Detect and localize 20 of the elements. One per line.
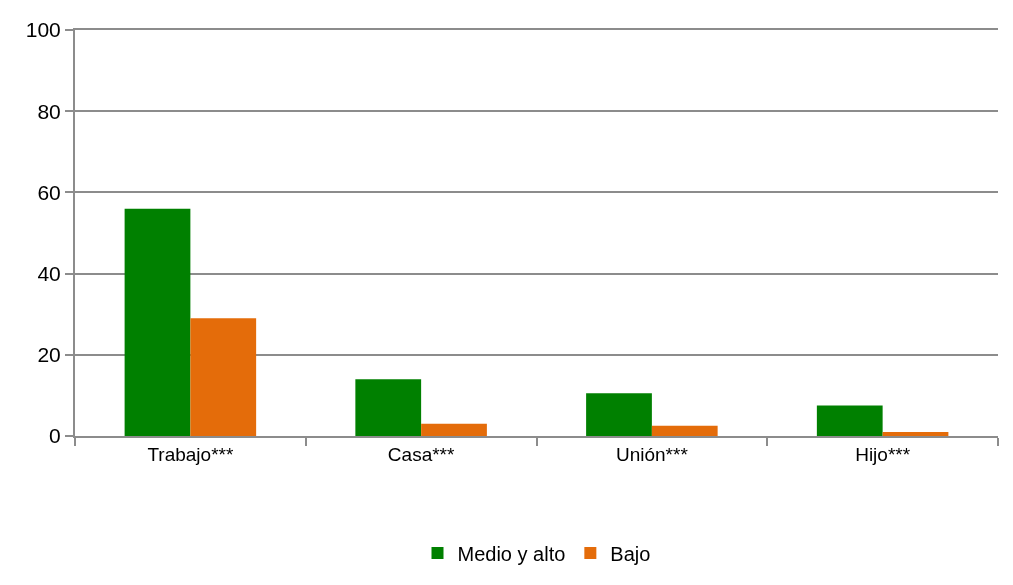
x-tick-label: Hijo*** — [855, 443, 911, 465]
bar — [421, 423, 487, 436]
bar — [882, 431, 949, 436]
legend-label: Bajo — [610, 542, 651, 565]
bar — [651, 425, 718, 436]
y-tick-label: 40 — [37, 261, 61, 285]
bar — [586, 393, 652, 436]
y-tick-label: 0 — [49, 424, 61, 448]
x-tick-label: Unión*** — [615, 443, 689, 465]
bar — [816, 405, 883, 436]
bar — [190, 318, 257, 436]
x-tick-label: Casa*** — [387, 443, 455, 465]
x-tick-label: Trabajo*** — [147, 443, 234, 465]
legend-label: Medio y alto — [457, 542, 566, 565]
bar — [124, 208, 191, 436]
y-tick-label: 100 — [25, 18, 61, 42]
bar — [355, 379, 422, 436]
y-tick-label: 20 — [37, 343, 61, 367]
y-tick-label: 80 — [37, 99, 61, 123]
y-tick-label: 60 — [37, 180, 61, 204]
